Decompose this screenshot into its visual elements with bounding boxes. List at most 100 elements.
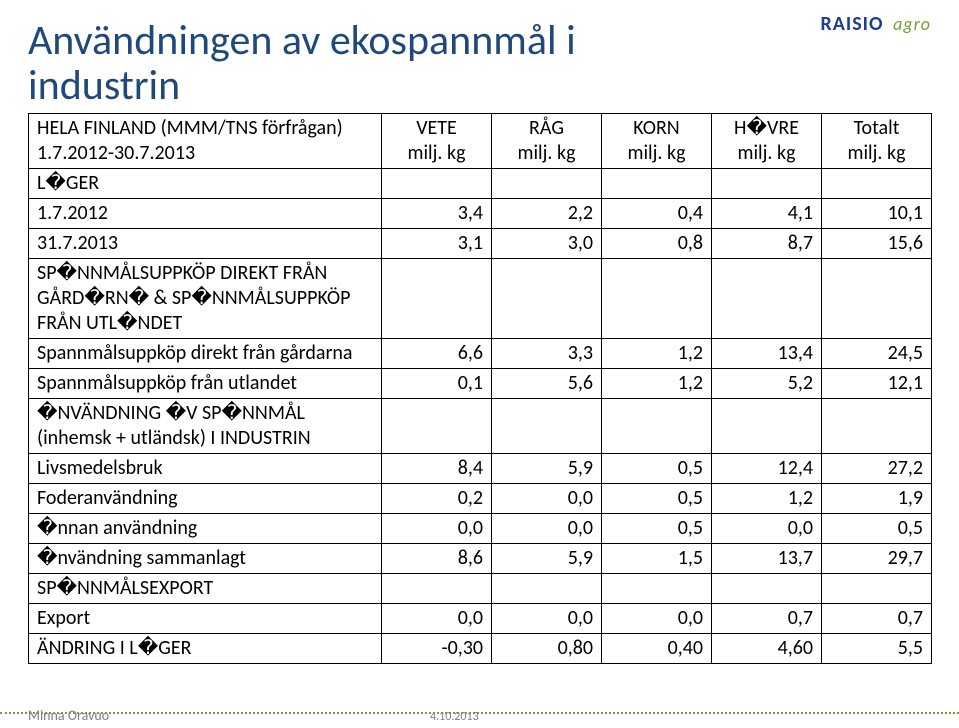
row-label: Foderanvändning [29, 483, 382, 513]
cell: 0,0 [712, 513, 822, 543]
footer-divider [0, 712, 959, 714]
cell: 0,2 [382, 483, 492, 513]
footer-date: 4.10.2013 [430, 710, 479, 724]
row-label: Export [29, 603, 382, 633]
cell: 3,3 [492, 338, 602, 368]
blank [822, 168, 932, 198]
cell: 4,1 [712, 198, 822, 228]
blank [492, 573, 602, 603]
cell: 0,0 [492, 513, 602, 543]
data-table: HELA FINLAND (MMM/TNS förfrågan) 1.7.201… [28, 113, 932, 664]
section-head-label: SP�NNMÅLSUPPKÖP DIREKT FRÅN GÅRD�RN� & S… [29, 258, 382, 338]
table-row-andring: ÄNDRING I L�GER -0,30 0,80 0,40 4,60 5,5 [29, 633, 932, 663]
blank [602, 258, 712, 338]
cell: 0,80 [492, 633, 602, 663]
section-head-inkop: SP�NNMÅLSUPPKÖP DIREKT FRÅN GÅRD�RN� & S… [29, 258, 932, 338]
cell: 0,5 [602, 483, 712, 513]
table-row: �nvändning sammanlagt 8,6 5,9 1,5 13,7 2… [29, 543, 932, 573]
col-head-l1: H�VRE [720, 116, 813, 141]
cell: 2,2 [492, 198, 602, 228]
cell: 27,2 [822, 453, 932, 483]
cell: 3,4 [382, 198, 492, 228]
col-head-korn: KORN milj. kg [602, 113, 712, 168]
footer-author: Minna Oravuo [28, 707, 109, 724]
cell: 1,9 [822, 483, 932, 513]
cell: 5,9 [492, 453, 602, 483]
row-label: Spannmålsuppköp direkt från gårdarna [29, 338, 382, 368]
blank [712, 168, 822, 198]
blank [602, 398, 712, 453]
row-label: �nvändning sammanlagt [29, 543, 382, 573]
table-row: Export 0,0 0,0 0,0 0,7 0,7 [29, 603, 932, 633]
cell: 0,0 [382, 603, 492, 633]
page-title: Användningen av ekospannmål i industrin [28, 18, 931, 109]
cell: 0,5 [602, 453, 712, 483]
cell: 5,2 [712, 368, 822, 398]
cell: 0,0 [602, 603, 712, 633]
col-head-l1: KORN [610, 116, 703, 141]
cell: 6,6 [382, 338, 492, 368]
cell: 5,9 [492, 543, 602, 573]
cell: 0,0 [382, 513, 492, 543]
cell: 1,2 [602, 338, 712, 368]
header-left-l1: HELA FINLAND (MMM/TNS förfrågan) [37, 116, 373, 141]
slide: RAISIO agro Användningen av ekospannmål … [0, 0, 959, 728]
col-head-l2: milj. kg [720, 141, 813, 166]
row-label: ÄNDRING I L�GER [29, 633, 382, 663]
row-label: Spannmålsuppköp från utlandet [29, 368, 382, 398]
cell: 0,7 [712, 603, 822, 633]
blank [822, 573, 932, 603]
row-label: 31.7.2013 [29, 228, 382, 258]
blank [382, 573, 492, 603]
blank [712, 258, 822, 338]
cell: 0,1 [382, 368, 492, 398]
cell: 13,4 [712, 338, 822, 368]
cell: 15,6 [822, 228, 932, 258]
section-head-export: SP�NNMÅLSEXPORT [29, 573, 932, 603]
blank [492, 258, 602, 338]
cell: -0,30 [382, 633, 492, 663]
cell: 5,6 [492, 368, 602, 398]
cell: 8,6 [382, 543, 492, 573]
row-label: 1.7.2012 [29, 198, 382, 228]
cell: 0,7 [822, 603, 932, 633]
cell: 0,0 [492, 483, 602, 513]
section-head-label: �NVÄNDNING �V SP�NNMÅL (inhemsk + utländ… [29, 398, 382, 453]
col-head-l1: Totalt [830, 116, 923, 141]
blank [712, 398, 822, 453]
col-head-l2: milj. kg [610, 141, 703, 166]
table-row: Foderanvändning 0,2 0,0 0,5 1,2 1,9 [29, 483, 932, 513]
table-row: Livsmedelsbruk 8,4 5,9 0,5 12,4 27,2 [29, 453, 932, 483]
section-head-label: L�GER [29, 168, 382, 198]
cell: 1,2 [602, 368, 712, 398]
cell: 3,0 [492, 228, 602, 258]
cell: 4,60 [712, 633, 822, 663]
brand-logo: RAISIO agro [821, 12, 931, 36]
table-header-row: HELA FINLAND (MMM/TNS förfrågan) 1.7.201… [29, 113, 932, 168]
col-head-l1: VETE [390, 116, 483, 141]
cell: 0,8 [602, 228, 712, 258]
logo-text: RAISIO [821, 12, 884, 36]
table-row: Spannmålsuppköp från utlandet 0,1 5,6 1,… [29, 368, 932, 398]
header-left-l2: 1.7.2012-30.7.2013 [37, 141, 373, 166]
row-label: Livsmedelsbruk [29, 453, 382, 483]
cell: 0,4 [602, 198, 712, 228]
col-head-l2: milj. kg [830, 141, 923, 166]
logo-sub: agro [893, 13, 931, 35]
cell: 3,1 [382, 228, 492, 258]
row-label: �nnan användning [29, 513, 382, 543]
col-head-havre: H�VRE milj. kg [712, 113, 822, 168]
blank [602, 573, 712, 603]
blank [382, 258, 492, 338]
cell: 24,5 [822, 338, 932, 368]
cell: 8,7 [712, 228, 822, 258]
cell: 8,4 [382, 453, 492, 483]
section-head-anv: �NVÄNDNING �V SP�NNMÅL (inhemsk + utländ… [29, 398, 932, 453]
cell: 1,2 [712, 483, 822, 513]
cell: 0,0 [492, 603, 602, 633]
table-row: 31.7.2013 3,1 3,0 0,8 8,7 15,6 [29, 228, 932, 258]
blank [382, 398, 492, 453]
cell: 10,1 [822, 198, 932, 228]
blank [712, 573, 822, 603]
cell: 0,40 [602, 633, 712, 663]
